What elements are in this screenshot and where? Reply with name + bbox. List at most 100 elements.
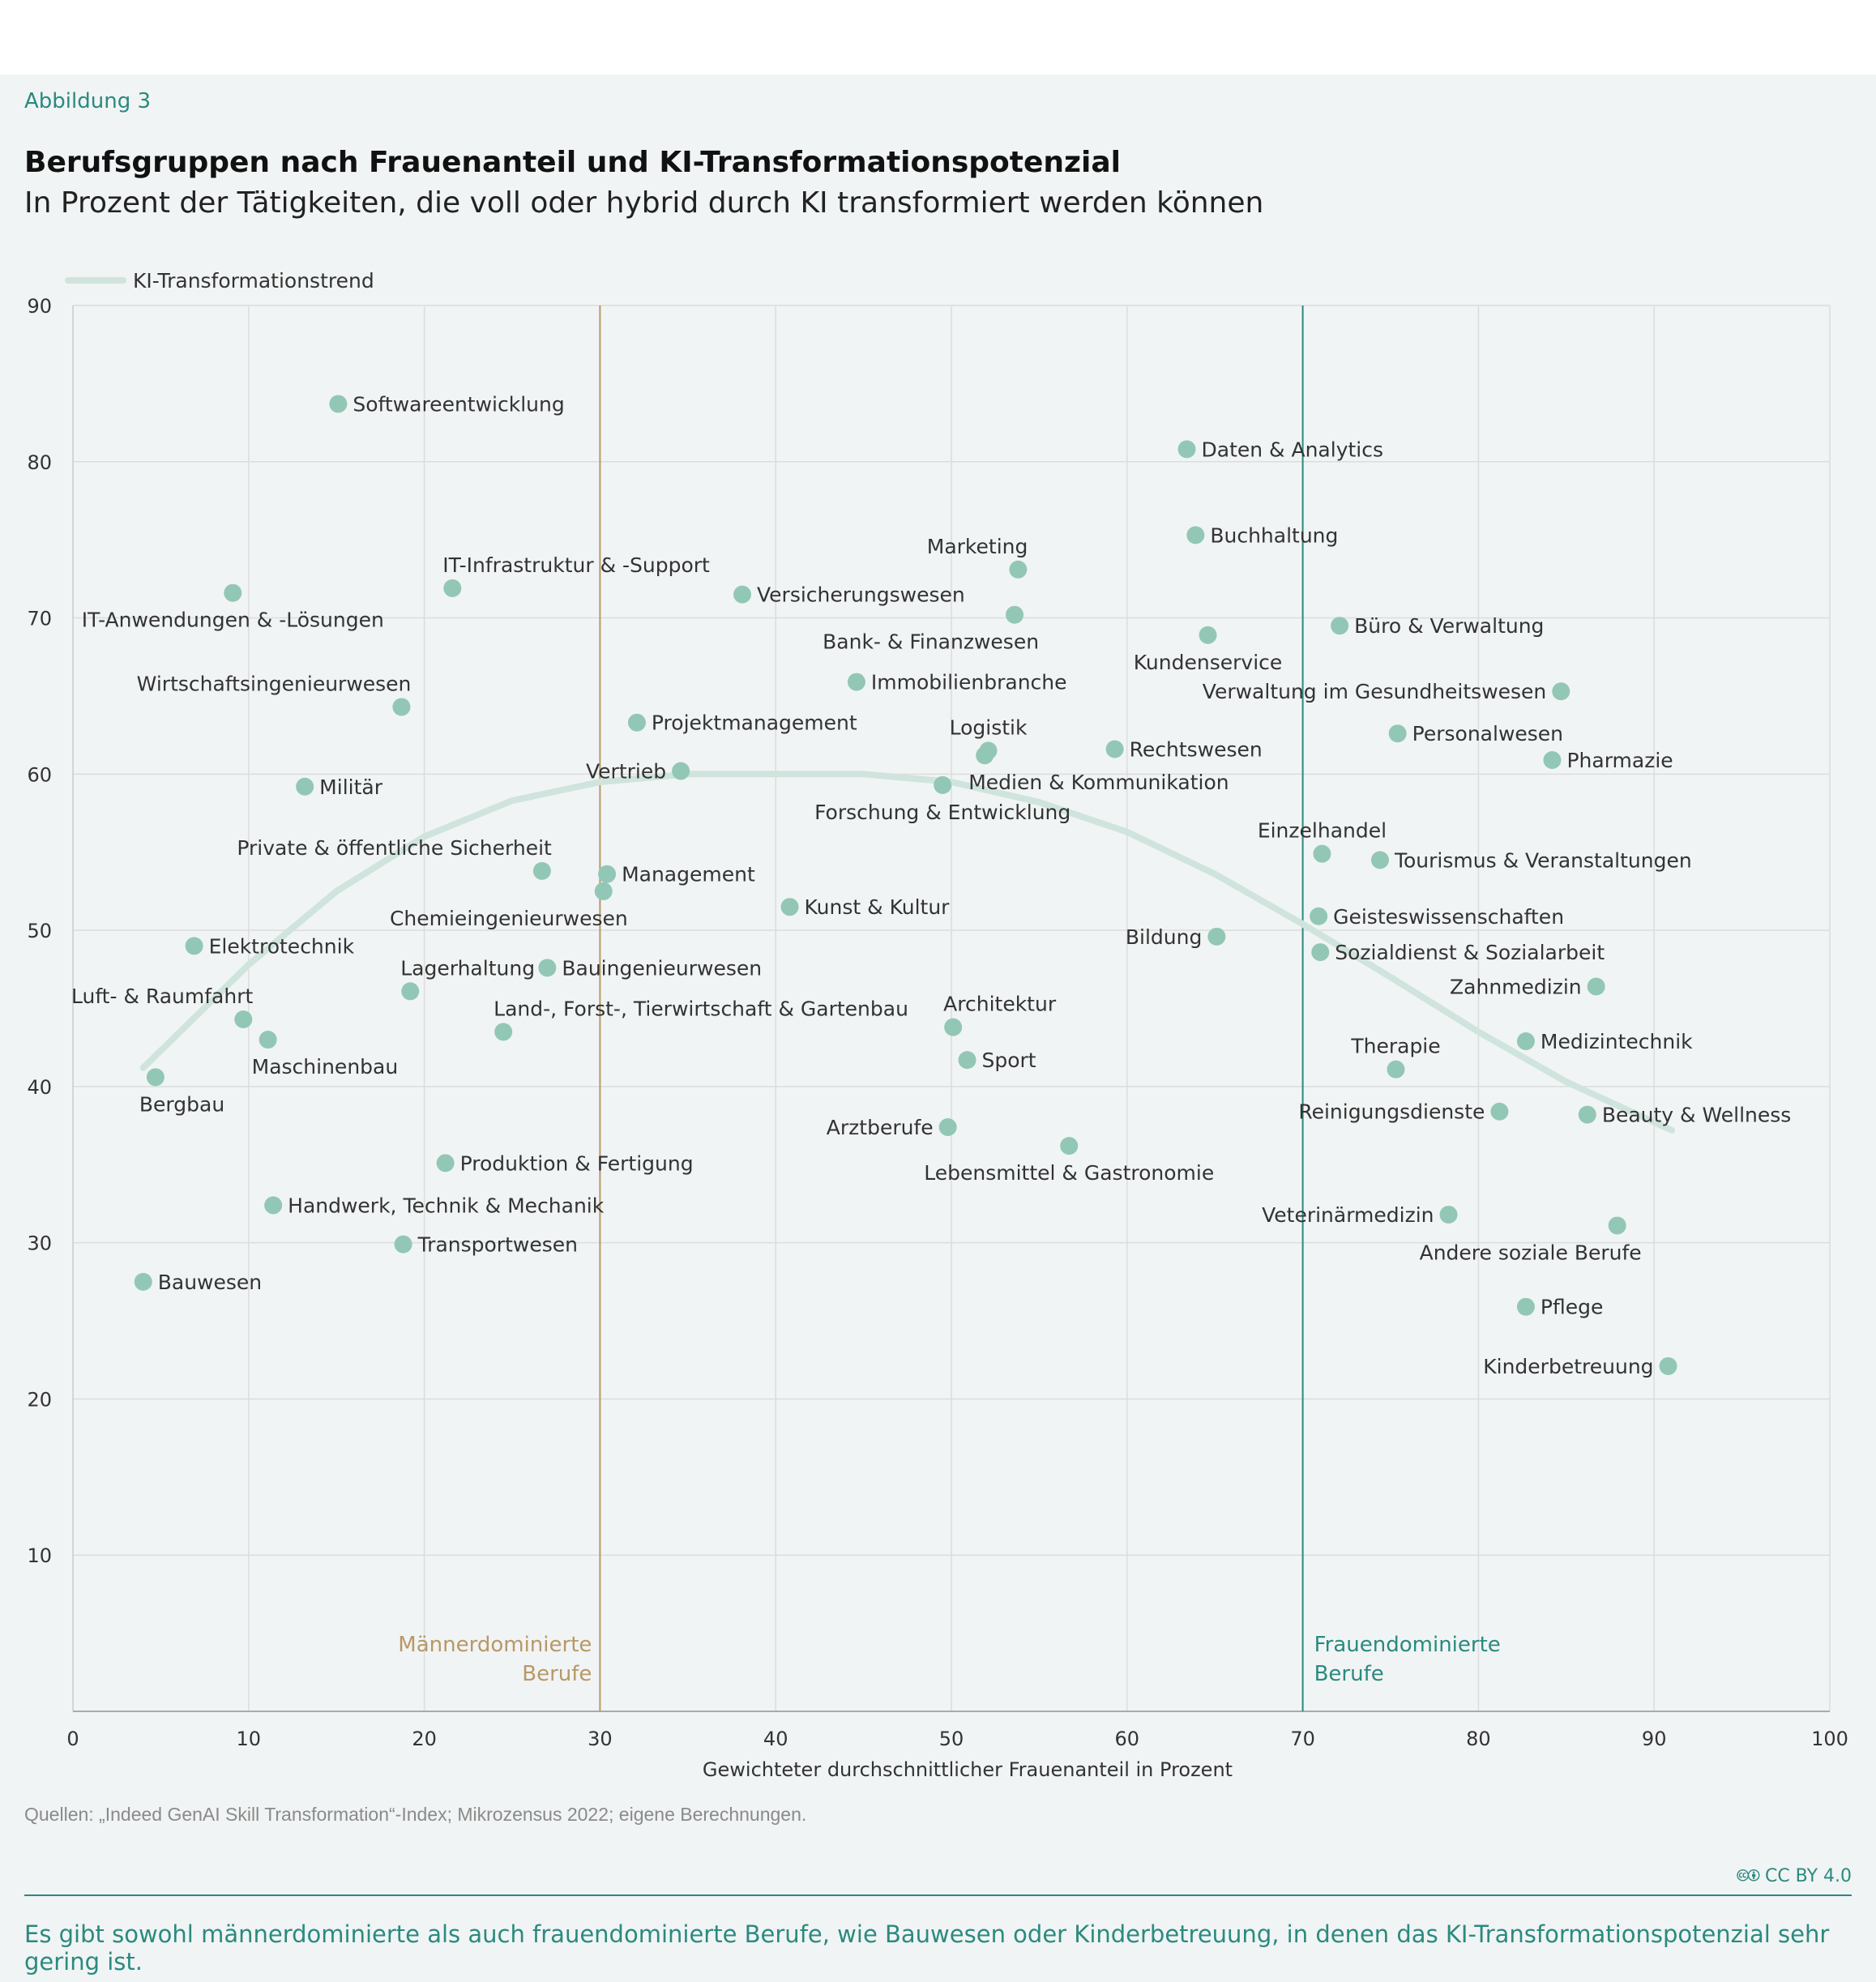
data-point xyxy=(976,746,994,765)
data-point-label: Maschinenbau xyxy=(252,1055,399,1079)
data-point xyxy=(1608,1216,1626,1235)
data-point-label: Versicherungswesen xyxy=(757,583,965,607)
data-point xyxy=(259,1031,277,1049)
data-point-label: Produktion & Fertigung xyxy=(460,1151,694,1175)
x-tick-label: 20 xyxy=(412,1728,437,1750)
data-point xyxy=(598,865,617,883)
data-point-label: Büro & Verwaltung xyxy=(1354,614,1544,638)
data-point-label: Personalwesen xyxy=(1412,722,1563,745)
data-point-label: Kinderbetreuung xyxy=(1483,1355,1653,1378)
data-point xyxy=(234,1010,253,1028)
data-point-label: Verwaltung im Gesundheitswesen xyxy=(1203,680,1547,703)
data-point-label: Zahnmedizin xyxy=(1450,976,1582,999)
x-tick-label: 70 xyxy=(1290,1728,1315,1750)
data-point-label: IT-Anwendungen & -Lösungen xyxy=(82,609,384,632)
data-point-label: Veterinärmedizin xyxy=(1262,1203,1434,1227)
data-point xyxy=(538,959,557,977)
data-point xyxy=(1388,724,1407,743)
data-point xyxy=(627,713,646,732)
data-point xyxy=(394,1235,412,1254)
source-note: Quellen: „Indeed GenAI Skill Transformat… xyxy=(24,1804,807,1825)
data-point-label: Kundenservice xyxy=(1134,651,1282,674)
y-tick-label: 80 xyxy=(27,451,52,474)
data-point-label: Einzelhandel xyxy=(1258,819,1387,843)
license-text: CC BY 4.0 xyxy=(1764,1866,1852,1886)
data-point-label: Therapie xyxy=(1350,1035,1440,1058)
data-point xyxy=(934,775,952,794)
data-point xyxy=(1490,1102,1509,1121)
female-dominated-label: Berufe xyxy=(1314,1662,1384,1686)
data-point xyxy=(1331,617,1349,635)
x-tick-label: 90 xyxy=(1642,1728,1667,1750)
data-point xyxy=(185,937,203,955)
data-point-label: Marketing xyxy=(927,535,1028,558)
data-point xyxy=(443,579,462,597)
y-tick-label: 30 xyxy=(27,1232,52,1255)
data-point-label: Pharmazie xyxy=(1566,749,1673,772)
figure-label: Abbildung 3 xyxy=(24,89,152,113)
data-point xyxy=(1310,907,1328,925)
data-point xyxy=(1006,605,1024,624)
x-tick-label: 80 xyxy=(1466,1728,1491,1750)
data-point-label: Medien & Kommunikation xyxy=(968,771,1229,794)
data-point xyxy=(436,1154,455,1173)
divider xyxy=(24,1894,1852,1896)
data-point xyxy=(1186,526,1205,545)
data-point-label: Projektmanagement xyxy=(652,711,857,735)
data-point-label: Medizintechnik xyxy=(1541,1030,1693,1053)
data-point-label: Lebensmittel & Gastronomie xyxy=(924,1161,1214,1185)
data-point-label: Land-, Forst-, Tierwirtschaft & Gartenba… xyxy=(494,997,908,1020)
data-point xyxy=(1009,560,1028,579)
x-axis-label: Gewichteter durchschnittlicher Frauenant… xyxy=(703,1758,1233,1781)
data-point-label: Andere soziale Berufe xyxy=(1420,1241,1642,1264)
male-dominated-label: Berufe xyxy=(522,1662,592,1686)
data-point xyxy=(1199,626,1217,644)
y-tick-label: 10 xyxy=(27,1544,52,1567)
data-point-label: Arztberufe xyxy=(827,1116,934,1139)
cc-by-icon: 🅭🅯 xyxy=(1737,1866,1765,1886)
chart-subtitle: In Prozent der Tätigkeiten, die voll ode… xyxy=(24,186,1264,220)
data-point xyxy=(1543,750,1562,769)
chart-title: Berufsgruppen nach Frauenanteil und KI-T… xyxy=(24,146,1121,179)
data-point-label: Logistik xyxy=(950,715,1028,739)
data-point xyxy=(296,777,314,796)
data-point xyxy=(1387,1060,1405,1079)
data-point xyxy=(329,395,348,413)
data-point-label: Bergbau xyxy=(139,1092,224,1116)
data-point-label: Reinigungsdienste xyxy=(1298,1100,1485,1124)
data-point xyxy=(264,1196,283,1215)
data-point-label: Transportwesen xyxy=(417,1233,578,1257)
data-point xyxy=(1207,927,1226,946)
takeaway-text: Es gibt sowohl männerdominierte als auch… xyxy=(24,1920,1830,1976)
data-point xyxy=(392,698,411,716)
data-point-label: Pflege xyxy=(1541,1296,1603,1319)
data-point xyxy=(494,1023,513,1041)
data-point-label: Geisteswissenschaften xyxy=(1333,905,1564,929)
data-point-label: Handwerk, Technik & Mechanik xyxy=(288,1194,605,1217)
male-dominated-label: Männerdominierte xyxy=(398,1633,592,1657)
data-point-label: Architektur xyxy=(943,993,1057,1016)
data-point xyxy=(780,898,799,916)
data-point xyxy=(594,882,613,900)
data-point-label: Forschung & Entwicklung xyxy=(814,801,1070,824)
data-point xyxy=(134,1272,152,1291)
data-point xyxy=(401,982,420,1001)
data-point xyxy=(146,1068,165,1087)
data-point xyxy=(847,673,865,691)
data-point-label: Bauingenieurwesen xyxy=(562,956,762,980)
data-point xyxy=(1578,1105,1596,1124)
legend-trend-label: KI-Transformationstrend xyxy=(133,269,374,293)
data-point-label: Buchhaltung xyxy=(1210,523,1338,547)
data-point-label: Bank- & Finanzwesen xyxy=(823,630,1039,654)
data-point-label: Chemieingenieurwesen xyxy=(390,907,628,930)
x-tick-label: 0 xyxy=(66,1728,79,1750)
data-point-label: Sozialdienst & Sozialarbeit xyxy=(1335,941,1605,964)
x-tick-label: 40 xyxy=(763,1728,788,1750)
female-dominated-label: Frauendominierte xyxy=(1314,1633,1501,1657)
y-tick-label: 70 xyxy=(27,608,52,630)
y-tick-label: 90 xyxy=(27,295,52,318)
data-point xyxy=(1370,851,1389,869)
data-point xyxy=(1105,740,1124,758)
chart-panel xyxy=(0,75,1876,1982)
data-point-label: Bildung xyxy=(1126,925,1202,949)
